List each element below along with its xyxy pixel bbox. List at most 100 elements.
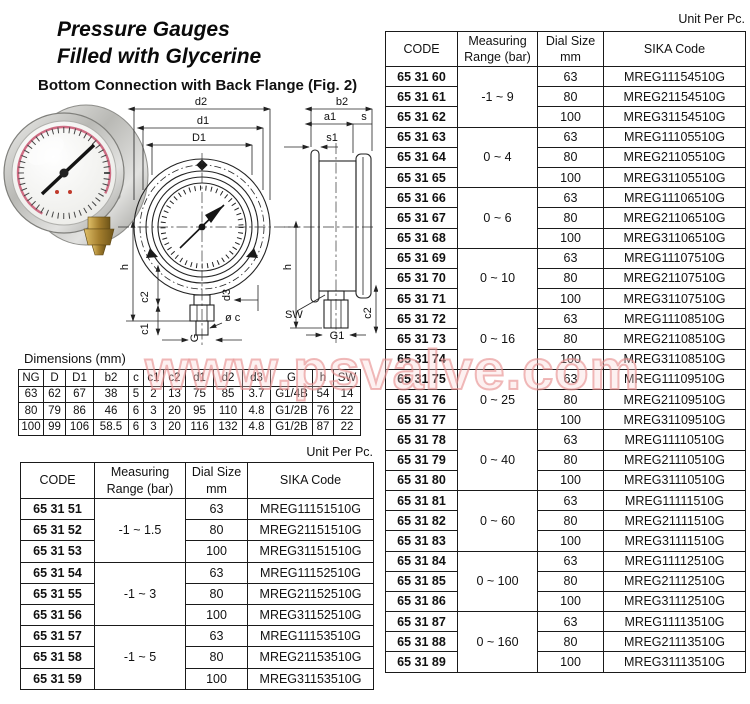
- code-cell: 65 31 60: [385, 65, 458, 88]
- dial-size-cell: 80: [537, 510, 604, 532]
- range-cell: 0 ~ 160: [457, 611, 538, 673]
- dial-size-cell: 80: [537, 86, 604, 108]
- dial-size-cell: 100: [537, 409, 604, 431]
- table-cell: 86: [65, 402, 94, 420]
- dim-label-G1: G1: [330, 330, 345, 342]
- dim-label-h-front: h: [119, 264, 131, 270]
- dim-label-d2: d2: [195, 96, 207, 108]
- dim-label-b2: b2: [336, 96, 348, 108]
- sika-code-cell: MREG11108510G: [603, 308, 746, 330]
- dial-size-cell: 100: [537, 348, 604, 370]
- table-row: 65 31 76 80 MREG21109510G: [385, 388, 746, 411]
- table-cell: 116: [185, 418, 214, 436]
- dial-size-cell: 63: [537, 187, 604, 209]
- table-header-row: CODE Measuring Range (bar) Dial Size mm SIK…: [385, 31, 746, 67]
- table-row: 65 31 62 100 MREG31154510G: [385, 106, 746, 128]
- sika-code-cell: MREG31112510G: [603, 590, 746, 613]
- code-cell: 65 31 72: [385, 308, 458, 330]
- table-cell: 2: [143, 385, 164, 403]
- code-cell: 65 31 64: [385, 146, 458, 168]
- table-row: 65 31 84 0 ~ 100 63 MREG11112510G: [385, 550, 746, 613]
- table-row: 65 31 86 100 MREG31112510G: [385, 590, 746, 613]
- column-header: c1: [143, 369, 164, 387]
- sika-code-cell: MREG21111510G: [603, 510, 746, 532]
- table-cell: 6: [128, 418, 144, 436]
- range-cell: 0 ~ 100: [457, 550, 538, 613]
- dial-size-cell: 100: [537, 106, 604, 128]
- table-cell: 62: [43, 385, 66, 403]
- table-cell: 4.8: [242, 418, 271, 436]
- code-cell: 65 31 57: [20, 625, 95, 648]
- table-cell: 22: [333, 402, 361, 420]
- table-row: 65 31 71 100 MREG31107510G: [385, 288, 746, 310]
- title-line-1: Pressure Gauges: [57, 18, 230, 41]
- table-row: 65 31 51 -1 ~ 1.5 63 MREG11151510G: [20, 497, 374, 563]
- sika-code-cell: MREG11153510G: [247, 625, 374, 648]
- dim-label-D1: D1: [192, 132, 206, 144]
- dim-label-phi-c: ø c: [225, 312, 241, 324]
- table-row: 65 31 83 100 MREG31111510G: [385, 530, 746, 552]
- table-row: 65 31 56 100 MREG31152510G: [20, 603, 374, 627]
- dial-size-cell: 63: [537, 65, 604, 88]
- dim-label-s: s: [361, 111, 367, 123]
- table-cell: 5: [128, 385, 144, 403]
- column-header: CODE: [20, 462, 95, 499]
- code-cell: 65 31 66: [385, 187, 458, 209]
- code-cell: 65 31 81: [385, 489, 458, 512]
- table-cell: 13: [163, 385, 186, 403]
- sika-code-cell: MREG21112510G: [603, 570, 746, 592]
- column-header: SW: [333, 369, 361, 387]
- code-cell: 65 31 58: [20, 646, 95, 669]
- code-cell: 65 31 63: [385, 126, 458, 148]
- table-cell: 106: [65, 418, 94, 436]
- table-cell: 76: [312, 402, 334, 420]
- table-row: 65 31 80 100 MREG31110510G: [385, 469, 746, 491]
- table-row: 65 31 59 100 MREG31153510G: [20, 667, 374, 690]
- table-cell: 22: [333, 418, 361, 436]
- table-row: 65 31 68 100 MREG31106510G: [385, 227, 746, 249]
- table-row: 63 62 67 38 5 2 13 75 85 3.7 G1/4B 54 14: [18, 385, 361, 403]
- table-cell: 95: [185, 402, 214, 420]
- table-cell: 58.5: [93, 418, 129, 436]
- dial-size-cell: 100: [537, 288, 604, 310]
- table-row: 65 31 58 80 MREG21153510G: [20, 646, 374, 669]
- dial-size-cell: 80: [537, 207, 604, 229]
- table-row: 80 79 86 46 6 3 20 95 110 4.8 G1/2B 76 22: [18, 402, 361, 420]
- dim-label-SW: SW: [285, 309, 303, 321]
- table-cell: 99: [43, 418, 66, 436]
- dial-size-cell: 63: [185, 497, 248, 521]
- range-cell: -1 ~ 1.5: [94, 498, 186, 563]
- sika-code-cell: MREG31108510G: [603, 348, 746, 370]
- dimensions-caption: Dimensions (mm): [24, 351, 126, 366]
- column-header: SIKA Code: [603, 31, 746, 67]
- code-cell: 65 31 87: [385, 611, 458, 633]
- sika-code-cell: MREG11110510G: [603, 429, 746, 451]
- table-row: 65 31 52 80 MREG21151510G: [20, 519, 374, 542]
- code-cell: 65 31 73: [385, 328, 458, 350]
- code-cell: 65 31 85: [385, 570, 458, 592]
- codes-table-right: CODE Measuring Range (bar) Dial Size mm SIK…: [385, 31, 746, 673]
- sika-code-cell: MREG21109510G: [603, 388, 746, 411]
- code-cell: 65 31 67: [385, 207, 458, 229]
- column-header: SIKA Code: [247, 462, 374, 499]
- table-cell: G1/2B: [270, 418, 313, 436]
- range-cell: -1 ~ 3: [94, 561, 186, 627]
- sika-code-cell: MREG21153510G: [247, 646, 374, 669]
- column-header: c2: [163, 369, 186, 387]
- sika-code-cell: MREG21105510G: [603, 146, 746, 168]
- table-row: 65 31 64 80 MREG21105510G: [385, 146, 746, 168]
- side-view-drawing: b2 a1 s s1 h SW: [282, 96, 378, 343]
- dim-label-G: G: [189, 334, 201, 343]
- gauge-photo: [3, 104, 149, 256]
- dial-size-cell: 63: [537, 368, 604, 391]
- dial-size-cell: 63: [537, 611, 604, 633]
- table-cell: 14: [333, 385, 361, 403]
- dim-label-d1: d1: [197, 115, 209, 127]
- table-cell: 38: [93, 385, 129, 403]
- sika-code-cell: MREG31105510G: [603, 166, 746, 189]
- dial-size-cell: 80: [185, 519, 248, 542]
- range-cell: 0 ~ 4: [457, 126, 538, 189]
- dial-size-cell: 100: [537, 651, 604, 673]
- table-cell: 3.7: [242, 385, 271, 403]
- sika-code-cell: MREG11154510G: [603, 65, 746, 88]
